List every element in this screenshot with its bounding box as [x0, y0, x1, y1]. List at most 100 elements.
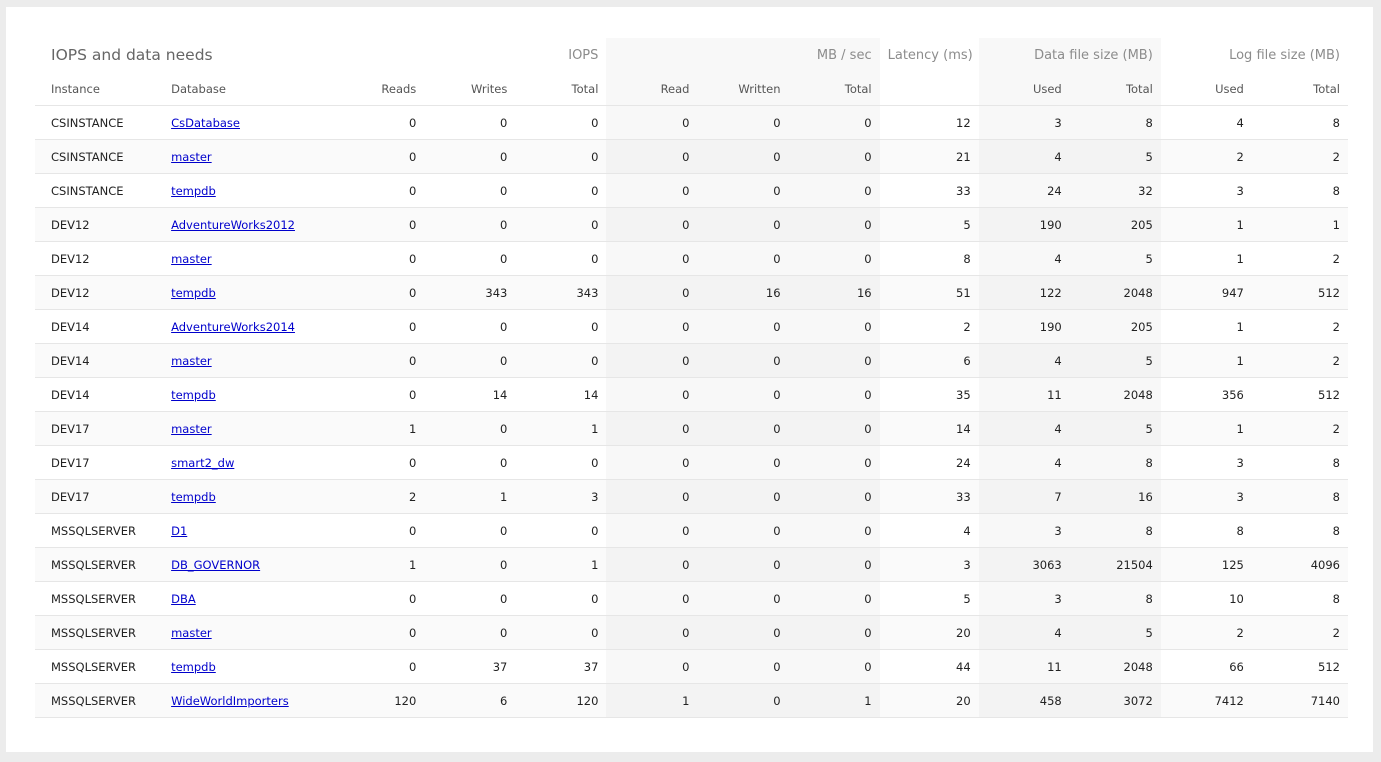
cell-iops-total: 0	[515, 105, 607, 140]
cell-reads: 0	[333, 581, 425, 616]
cell-data-total: 32	[1069, 173, 1161, 208]
cell-database: smart2_dw	[163, 445, 334, 480]
database-link[interactable]: master	[171, 421, 212, 436]
cell-data-used: 24	[978, 173, 1070, 208]
cell-log-total: 2	[1251, 615, 1348, 650]
cell-mb-total: 0	[788, 309, 880, 344]
cell-mb-total: 0	[788, 547, 880, 582]
cell-read-mb: 0	[606, 479, 698, 514]
database-link[interactable]: D1	[171, 523, 188, 538]
cell-reads: 0	[333, 139, 425, 174]
cell-read-mb: 0	[606, 547, 698, 582]
cell-log-total: 8	[1251, 581, 1348, 616]
cell-mb-total: 0	[788, 377, 880, 412]
cell-data-used: 7	[978, 479, 1070, 514]
cell-written-mb: 0	[697, 479, 789, 514]
cell-data-total: 8	[1069, 445, 1161, 480]
database-link[interactable]: AdventureWorks2012	[171, 217, 295, 232]
cell-log-total: 512	[1251, 275, 1348, 310]
cell-database: tempdb	[163, 173, 334, 208]
database-link[interactable]: tempdb	[171, 387, 216, 402]
cell-log-used: 2	[1160, 615, 1252, 650]
database-link[interactable]: WideWorldImporters	[171, 693, 289, 708]
cell-latency: 33	[879, 173, 979, 208]
cell-log-used: 3	[1160, 445, 1252, 480]
col-header-latency	[880, 72, 979, 106]
col-header-log-used: Used	[1215, 81, 1244, 96]
cell-reads: 0	[333, 105, 425, 140]
table-row: MSSQLSERVER DB_GOVERNOR 1 0 1 0 0 0 3 3063 21504 12…	[35, 547, 1348, 582]
cell-log-used: 1	[1160, 207, 1252, 242]
group-mb-sec: MB / sec	[606, 38, 880, 72]
cell-written-mb: 0	[697, 139, 789, 174]
cell-latency: 20	[879, 683, 979, 718]
cell-log-used: 3	[1160, 173, 1252, 208]
cell-database: tempdb	[163, 275, 334, 310]
cell-reads: 0	[333, 377, 425, 412]
cell-read-mb: 0	[606, 513, 698, 548]
cell-data-total: 2048	[1069, 649, 1161, 684]
table-row: DEV12 tempdb 0 343 343 0 16 16 51 122 2048 947 512	[35, 275, 1348, 310]
database-link[interactable]: smart2_dw	[171, 455, 235, 470]
database-link[interactable]: tempdb	[171, 285, 216, 300]
cell-read-mb: 0	[606, 343, 698, 378]
cell-data-total: 8	[1069, 513, 1161, 548]
cell-log-used: 125	[1160, 547, 1252, 582]
cell-written-mb: 0	[697, 547, 789, 582]
cell-writes: 14	[424, 377, 516, 412]
cell-mb-total: 0	[788, 411, 880, 446]
database-link[interactable]: DBA	[171, 591, 196, 606]
database-link[interactable]: tempdb	[171, 659, 216, 674]
database-link[interactable]: master	[171, 149, 212, 164]
cell-database: AdventureWorks2014	[163, 309, 334, 344]
cell-log-total: 2	[1251, 309, 1348, 344]
cell-reads: 0	[333, 649, 425, 684]
cell-mb-total: 16	[788, 275, 880, 310]
cell-mb-total: 0	[788, 139, 880, 174]
cell-instance: MSSQLSERVER	[35, 581, 164, 616]
cell-data-total: 5	[1069, 241, 1161, 276]
col-header-database: Database	[171, 81, 226, 96]
cell-reads: 120	[333, 683, 425, 718]
cell-instance: MSSQLSERVER	[35, 649, 164, 684]
cell-log-total: 1	[1251, 207, 1348, 242]
database-link[interactable]: AdventureWorks2014	[171, 319, 295, 334]
database-link[interactable]: master	[171, 625, 212, 640]
cell-read-mb: 0	[606, 207, 698, 242]
cell-log-total: 8	[1251, 479, 1348, 514]
cell-iops-total: 120	[515, 683, 607, 718]
cell-log-used: 66	[1160, 649, 1252, 684]
cell-data-total: 2048	[1069, 377, 1161, 412]
cell-reads: 0	[333, 309, 425, 344]
cell-read-mb: 0	[606, 377, 698, 412]
cell-database: master	[163, 139, 334, 174]
table-body: CSINSTANCE CsDatabase 0 0 0 0 0 0 12 3 8 4 8 CSINSTAN…	[35, 105, 1348, 718]
cell-data-used: 11	[978, 649, 1070, 684]
cell-instance: DEV17	[35, 479, 164, 514]
database-link[interactable]: CsDatabase	[171, 115, 240, 130]
cell-instance: CSINSTANCE	[35, 139, 164, 174]
cell-instance: DEV17	[35, 445, 164, 480]
cell-log-used: 1	[1160, 343, 1252, 378]
cell-data-total: 3072	[1069, 683, 1161, 718]
database-link[interactable]: master	[171, 251, 212, 266]
cell-log-total: 8	[1251, 513, 1348, 548]
database-link[interactable]: DB_GOVERNOR	[171, 557, 261, 572]
cell-writes: 37	[424, 649, 516, 684]
cell-database: tempdb	[163, 479, 334, 514]
cell-iops-total: 1	[515, 411, 607, 446]
database-link[interactable]: master	[171, 353, 212, 368]
cell-reads: 0	[333, 173, 425, 208]
cell-instance: DEV14	[35, 377, 164, 412]
database-link[interactable]: tempdb	[171, 489, 216, 504]
database-link[interactable]: tempdb	[171, 183, 216, 198]
cell-data-used: 3	[978, 105, 1070, 140]
cell-instance: MSSQLSERVER	[35, 547, 164, 582]
col-header-log-total: Total	[1313, 81, 1340, 96]
cell-mb-total: 0	[788, 105, 880, 140]
cell-latency: 5	[879, 207, 979, 242]
cell-written-mb: 0	[697, 105, 789, 140]
cell-database: CsDatabase	[163, 105, 334, 140]
cell-written-mb: 0	[697, 241, 789, 276]
col-header-written: Written	[697, 72, 789, 106]
